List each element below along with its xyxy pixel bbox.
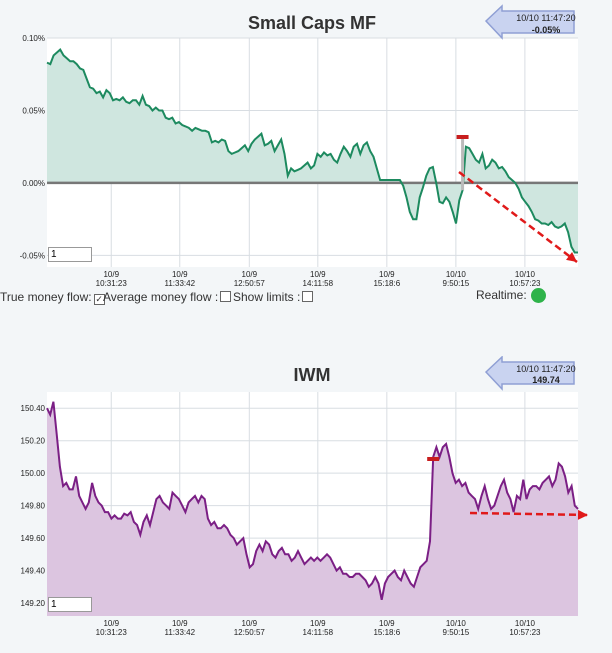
mf-x-tick-date: 10/9 bbox=[242, 270, 258, 279]
iwm-x-tick-time: 10:31:23 bbox=[96, 628, 128, 637]
iwm-y-tick-label: 149.60 bbox=[21, 534, 46, 543]
mf-x-tick-date: 10/9 bbox=[379, 270, 395, 279]
mf-y-tick-label: 0.10% bbox=[22, 34, 45, 43]
iwm-marker-cap bbox=[427, 457, 440, 461]
mf-x-tick-date: 10/10 bbox=[515, 270, 536, 279]
realtime-label: Realtime: bbox=[476, 288, 527, 302]
mf-area-fill bbox=[47, 49, 578, 253]
mf-badge-arrow-shape bbox=[484, 4, 575, 40]
mf-x-tick-time: 14:11:58 bbox=[303, 279, 334, 288]
mf-x-tick-time: 12:50:57 bbox=[234, 279, 266, 288]
true-money-flow-checkbox[interactable]: ✓ bbox=[93, 294, 105, 305]
iwm-x-tick-date: 10/9 bbox=[103, 619, 119, 628]
mf-x-tick-time: 9:50:15 bbox=[443, 279, 470, 288]
iwm-y-tick-label: 149.20 bbox=[21, 599, 46, 608]
iwm-chart: 150.40 150.20 150.00 149.80 149.60 149.40 149.… bbox=[21, 356, 589, 637]
iwm-badge-arrow-shape bbox=[484, 356, 575, 391]
mf-session-marker bbox=[456, 135, 469, 191]
iwm-area-fill bbox=[47, 401, 578, 616]
mf-x-tick-date: 10/10 bbox=[446, 270, 467, 279]
iwm-y-tick-label: 150.40 bbox=[21, 404, 46, 413]
show-limits-checkbox[interactable] bbox=[302, 291, 314, 302]
iwm-range-input[interactable]: 1 bbox=[48, 597, 92, 612]
show-limits-label: Show limits : bbox=[233, 290, 301, 304]
mf-x-axis: 10/910:31:2310/911:33:4210/912:50:5710/9… bbox=[96, 270, 541, 288]
iwm-x-axis: 10/910:31:2310/911:33:4210/912:50:5710/9… bbox=[96, 619, 541, 637]
average-money-flow-checkbox[interactable] bbox=[220, 291, 232, 302]
iwm-trend-arrow bbox=[469, 509, 589, 520]
iwm-x-tick-time: 12:50:57 bbox=[234, 628, 266, 637]
realtime-control: Realtime: bbox=[476, 288, 546, 303]
iwm-y-tick-label: 149.80 bbox=[21, 502, 46, 511]
iwm-arrow-shaft bbox=[469, 511, 589, 517]
mf-x-tick-date: 10/9 bbox=[310, 270, 326, 279]
iwm-x-tick-date: 10/9 bbox=[242, 619, 258, 628]
iwm-x-tick-date: 10/9 bbox=[172, 619, 188, 628]
small-caps-mf-chart: 0.10%0.05%0.00%-0.05% 10/910:31:2310/911… bbox=[20, 4, 578, 288]
iwm-value-badge[interactable]: 10/10 11:47:20 149.74 bbox=[484, 356, 576, 391]
average-money-flow-label: Average money flow : bbox=[103, 290, 219, 304]
iwm-x-tick-date: 10/10 bbox=[515, 619, 536, 628]
iwm-x-tick-time: 14:11:58 bbox=[303, 628, 334, 637]
iwm-badge-value: 149.74 bbox=[532, 375, 560, 385]
mf-x-tick-date: 10/9 bbox=[103, 270, 119, 279]
mf-badge-value: -0.05% bbox=[532, 25, 561, 35]
iwm-y-tick-label: 149.40 bbox=[21, 567, 46, 576]
iwm-x-tick-date: 10/9 bbox=[310, 619, 326, 628]
iwm-y-tick-label: 150.20 bbox=[21, 437, 46, 446]
true-money-flow-control: True money flow: ✓ bbox=[0, 290, 105, 305]
mf-y-axis: 0.10% 0.05% 0.00% -0.05% bbox=[20, 34, 45, 260]
iwm-session-marker bbox=[427, 456, 440, 461]
mf-value-badge[interactable]: 10/10 11:47:20 -0.05% bbox=[484, 4, 576, 40]
mf-range-input[interactable]: 1 bbox=[48, 247, 92, 262]
mf-y-tick-label: 0.00% bbox=[22, 179, 45, 188]
mf-x-tick-time: 11:33:42 bbox=[164, 279, 195, 288]
mf-arrow-shaft bbox=[458, 171, 578, 263]
iwm-chart-title: IWM bbox=[294, 365, 331, 385]
mf-x-tick-time: 10:31:23 bbox=[96, 279, 128, 288]
iwm-arrow-head bbox=[577, 509, 588, 520]
mf-y-tick-label: 0.05% bbox=[22, 106, 45, 115]
realtime-status-indicator[interactable] bbox=[530, 288, 546, 303]
iwm-y-tick-label: 150.00 bbox=[21, 469, 46, 478]
show-limits-control: Show limits : bbox=[233, 290, 314, 304]
mf-x-tick-time: 10:57:23 bbox=[509, 279, 541, 288]
iwm-x-tick-date: 10/10 bbox=[446, 619, 467, 628]
iwm-y-axis: 150.40 150.20 150.00 149.80 149.60 149.40 149.… bbox=[21, 404, 46, 608]
mf-trend-arrow bbox=[458, 171, 578, 263]
mf-x-tick-date: 10/9 bbox=[172, 270, 188, 279]
mf-y-tick-label: -0.05% bbox=[20, 251, 45, 260]
iwm-x-tick-time: 9:50:15 bbox=[443, 628, 470, 637]
mf-marker-cap bbox=[456, 135, 469, 139]
iwm-x-tick-time: 10:57:23 bbox=[509, 628, 541, 637]
iwm-x-tick-time: 11:33:42 bbox=[164, 628, 195, 637]
mf-arrow-head bbox=[566, 251, 577, 262]
chart-controls: True money flow: ✓ Average money flow : S… bbox=[0, 288, 612, 306]
iwm-x-tick-date: 10/9 bbox=[379, 619, 395, 628]
iwm-x-tick-time: 15:18:6 bbox=[373, 628, 400, 637]
mf-chart-title: Small Caps MF bbox=[248, 13, 376, 33]
iwm-badge-time: 10/10 11:47:20 bbox=[516, 364, 575, 374]
mf-series-line bbox=[46, 48, 578, 254]
mf-badge-time: 10/10 11:47:20 bbox=[516, 13, 575, 23]
iwm-series-line bbox=[46, 401, 579, 600]
average-money-flow-control: Average money flow : bbox=[103, 290, 232, 304]
true-money-flow-label: True money flow: bbox=[0, 290, 92, 304]
mf-x-tick-time: 15:18:6 bbox=[373, 279, 400, 288]
